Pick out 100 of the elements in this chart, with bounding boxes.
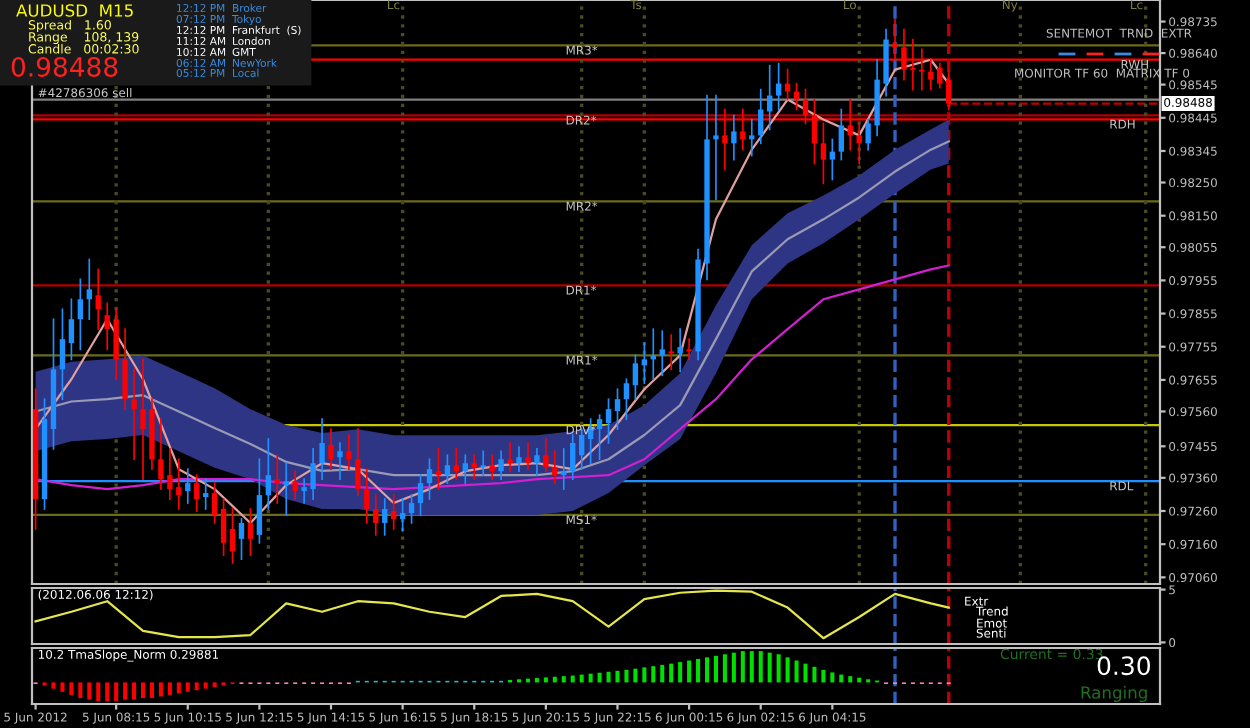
candlestick [758, 88, 764, 145]
bar [212, 682, 217, 688]
candlestick [364, 468, 370, 524]
bar [561, 676, 566, 683]
annotation: 0.98488 [11, 56, 118, 77]
candlestick [229, 508, 236, 564]
candlestick [632, 354, 639, 401]
bar [624, 669, 629, 683]
candlestick [829, 138, 836, 181]
candlestick [86, 258, 92, 321]
bar [606, 671, 611, 683]
bar [123, 682, 128, 700]
candlestick [516, 446, 522, 473]
bar [794, 660, 799, 683]
bar [60, 682, 65, 692]
bar [776, 654, 781, 683]
candlestick [417, 474, 424, 516]
bar [821, 669, 826, 683]
bar [87, 682, 92, 700]
candlestick [292, 470, 298, 500]
bar [176, 682, 181, 694]
line-series [34, 264, 950, 491]
candlestick [480, 450, 486, 476]
candlestick [507, 442, 513, 473]
candlestick [247, 508, 254, 556]
candlestick [749, 118, 755, 157]
candlestick [838, 108, 844, 161]
bar [722, 654, 727, 683]
candlestick [390, 494, 397, 530]
candlestick [408, 494, 415, 524]
bar [651, 666, 656, 683]
bar [114, 682, 119, 702]
bar [105, 682, 110, 702]
candlestick [131, 368, 137, 461]
bar [78, 682, 83, 699]
candlestick [453, 448, 460, 480]
bar [812, 666, 817, 683]
candlestick [435, 448, 442, 490]
candlestick [238, 518, 245, 560]
bar [96, 682, 101, 702]
candlestick [784, 68, 791, 101]
candlestick [373, 494, 379, 536]
candlestick [399, 498, 406, 532]
line-series [34, 589, 950, 640]
candlestick [596, 414, 603, 461]
bar [69, 682, 74, 695]
annotation: 0.30 [1097, 656, 1150, 676]
candlestick [552, 450, 558, 484]
candlestick [713, 94, 719, 201]
bar [785, 657, 790, 683]
candlestick [641, 342, 648, 385]
candlestick [650, 328, 656, 381]
candlestick [525, 442, 531, 471]
bar [203, 682, 208, 689]
bar [141, 682, 146, 699]
bar [597, 672, 602, 683]
bar [543, 677, 548, 683]
annotation: AUDUSD M15 [16, 4, 133, 17]
candlestick [570, 434, 576, 480]
candlestick [605, 398, 612, 444]
candlestick [543, 438, 549, 473]
candlestick [946, 70, 952, 111]
candlestick [95, 268, 101, 330]
bar [588, 673, 593, 683]
bar [848, 676, 853, 683]
bar [767, 652, 772, 683]
candlestick [498, 450, 504, 480]
candlestick [382, 498, 388, 536]
bar [758, 651, 763, 683]
candlestick [471, 454, 477, 480]
candlestick [561, 448, 567, 490]
bar [687, 660, 692, 683]
bar [158, 682, 163, 697]
bar [669, 663, 674, 683]
candlestick [211, 482, 218, 524]
candlestick [686, 338, 692, 361]
candlestick [668, 334, 674, 371]
annotation: Ranging [1081, 685, 1147, 702]
candlestick [77, 278, 84, 351]
candlestick [489, 454, 495, 480]
candlestick [328, 428, 334, 471]
candlestick [68, 298, 75, 361]
candlestick [337, 442, 343, 480]
candlestick [444, 454, 451, 484]
candlestick [462, 454, 468, 484]
bar [51, 682, 56, 689]
candlestick [534, 448, 540, 476]
bar [803, 663, 808, 683]
candlestick [775, 62, 782, 111]
candlestick [355, 428, 361, 496]
candlestick [614, 388, 621, 430]
bar [830, 672, 835, 683]
candlestick [220, 498, 227, 556]
bar [149, 682, 154, 699]
candlestick [346, 434, 352, 471]
candlestick [731, 114, 737, 161]
bar [660, 664, 665, 683]
candlestick [820, 122, 827, 185]
candlestick [793, 82, 800, 111]
candlestick [113, 308, 119, 381]
